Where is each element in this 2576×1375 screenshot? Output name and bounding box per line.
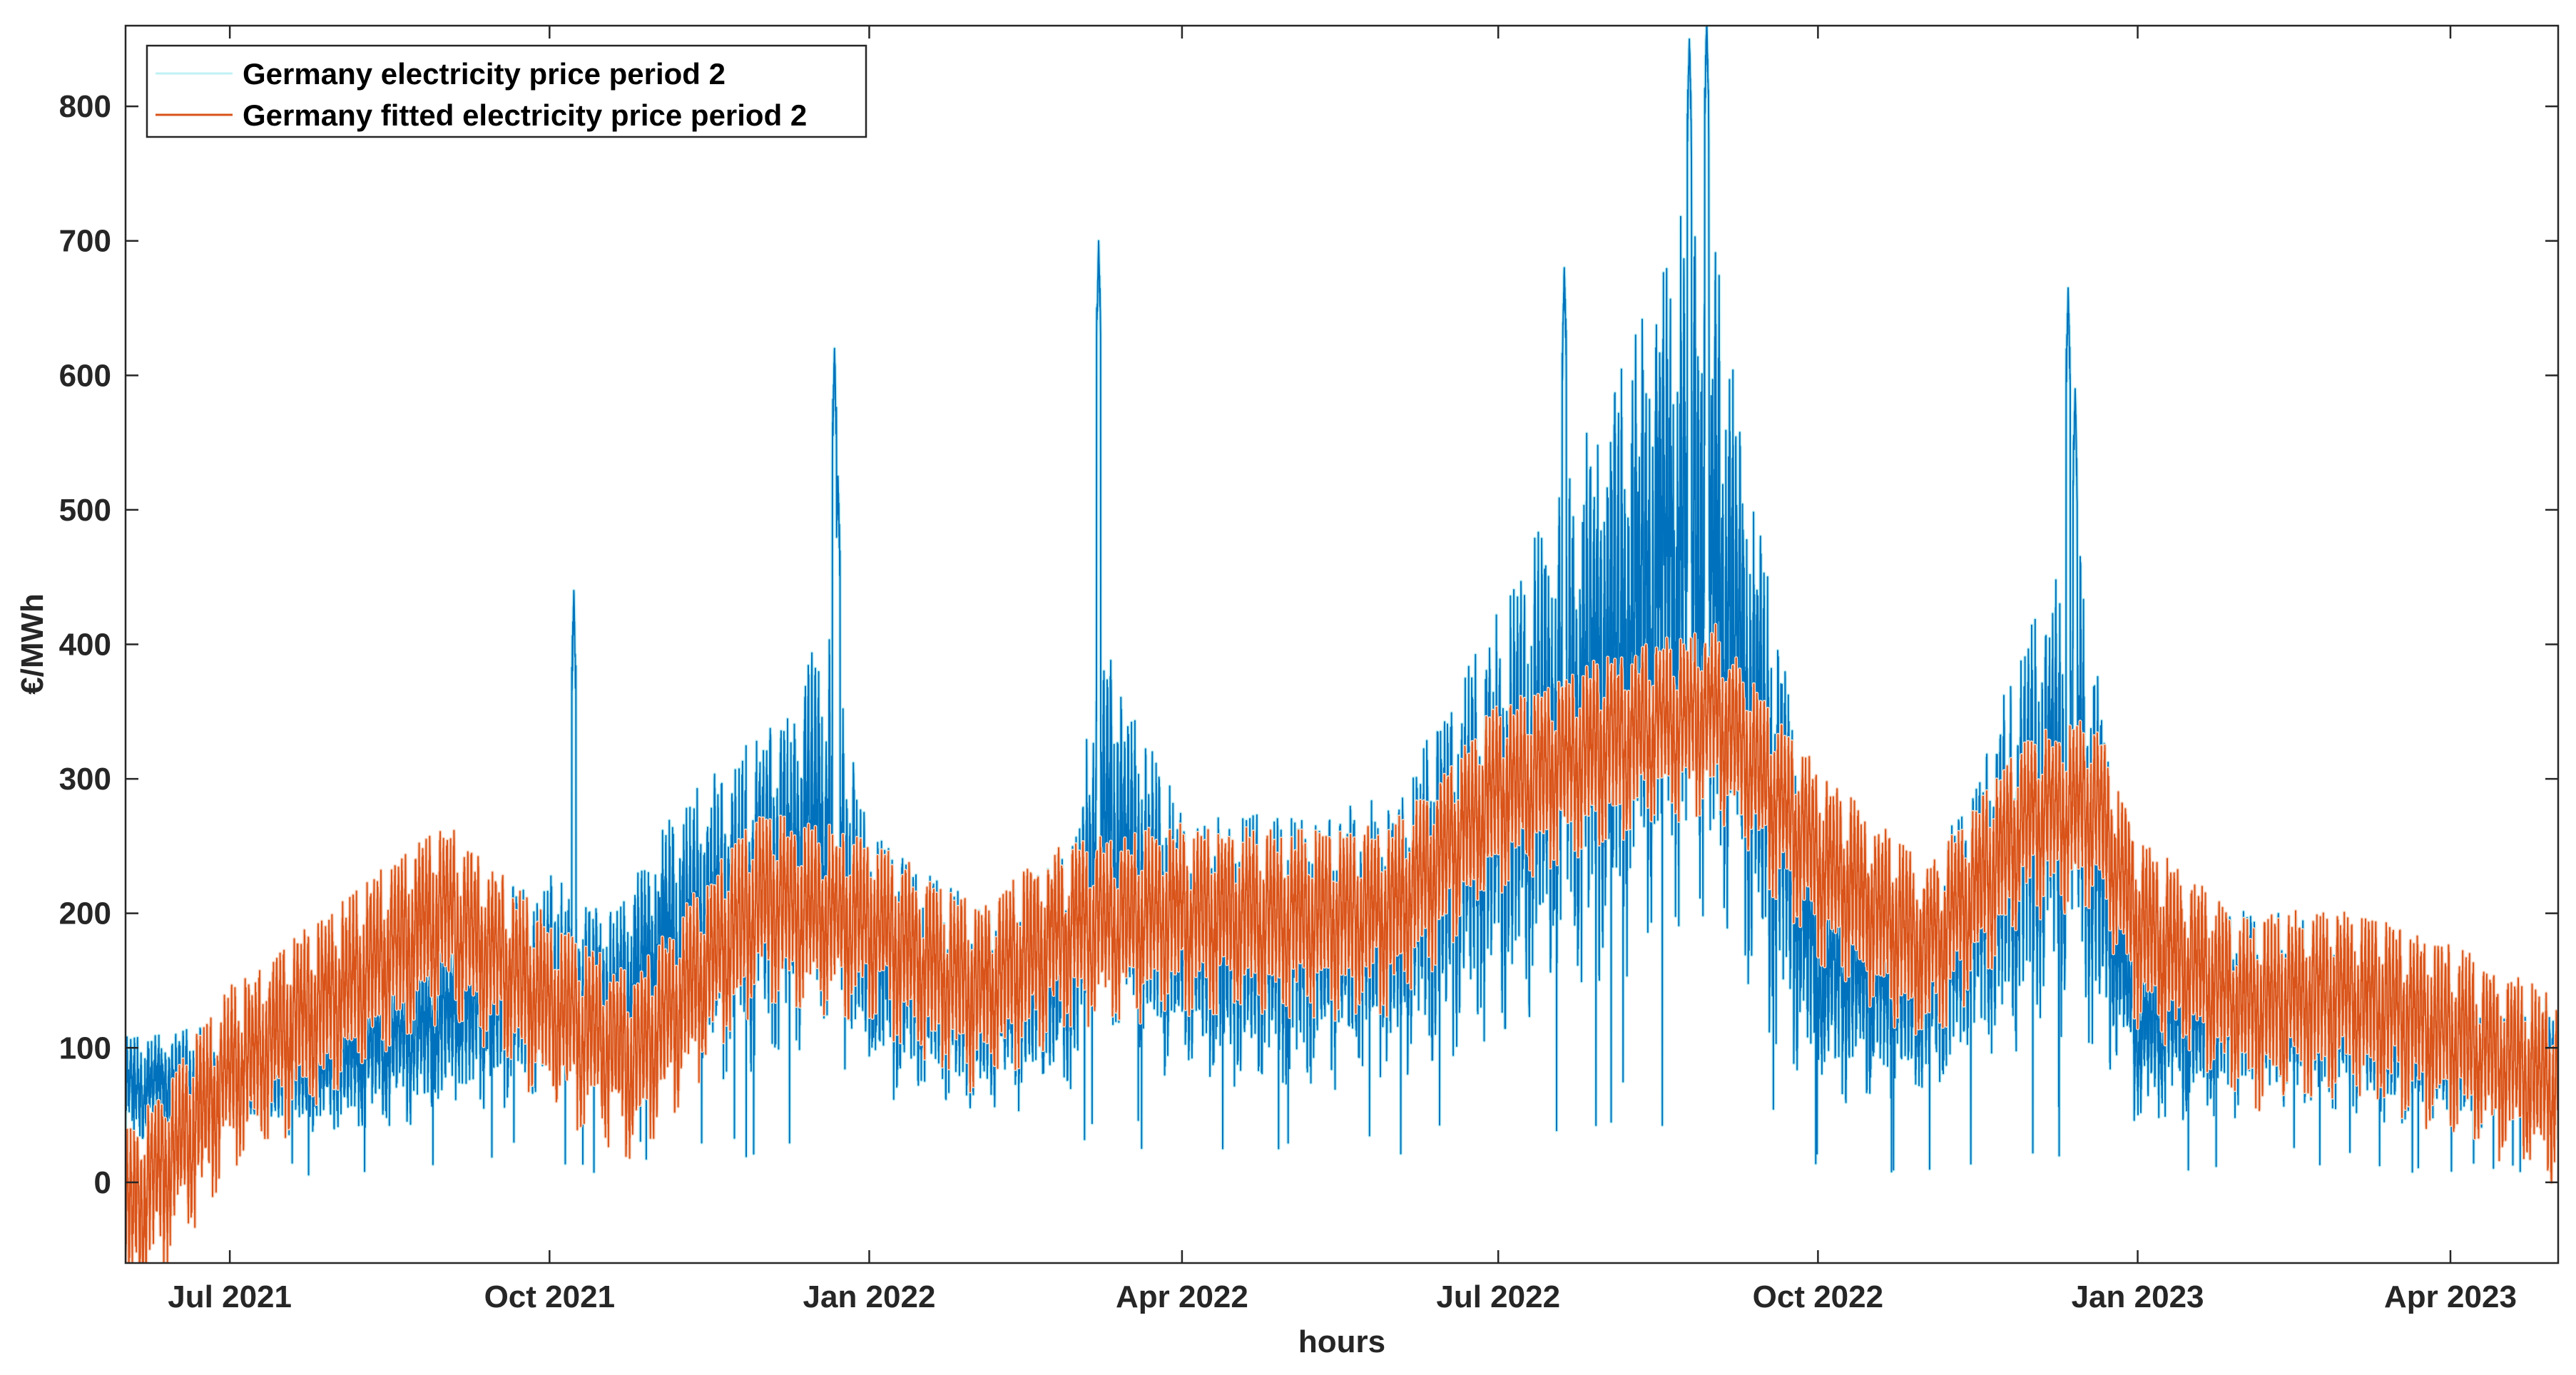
x-tick-label: Jan 2022: [803, 1279, 936, 1314]
legend-box: [146, 44, 867, 138]
legend-label-actual-price: Germany electricity price period 2: [243, 57, 726, 91]
x-tick-label: Jul 2022: [1436, 1279, 1560, 1314]
y-tick-label: 300: [59, 762, 111, 797]
y-tick-label: 500: [59, 493, 111, 528]
axis-ticks: 0 100 200 300 400 500 600 700 800 Jul 2021 Oct 202…: [59, 26, 2558, 1314]
x-tick-label: Apr 2022: [1116, 1279, 1248, 1314]
y-tick-label: 700: [59, 224, 111, 259]
y-tick-label: 0: [94, 1165, 111, 1200]
series-layer: [126, 26, 2558, 1263]
y-tick-label: 200: [59, 896, 111, 931]
y-tick-label: 100: [59, 1031, 111, 1065]
series-line-fitted-price: [126, 623, 2558, 1263]
x-tick-label: Apr 2023: [2384, 1279, 2517, 1314]
x-tick-label: Jul 2021: [168, 1279, 292, 1314]
x-tick-label: Oct 2022: [1753, 1279, 1883, 1314]
x-tick-label: Oct 2021: [484, 1279, 615, 1314]
legend-label-fitted-price: Germany fitted electricity price period …: [243, 98, 807, 132]
x-axis-title: hours: [1298, 1324, 1385, 1359]
y-tick-label: 600: [59, 358, 111, 393]
x-tick-label: Jan 2023: [2072, 1279, 2204, 1314]
y-tick-label: 400: [59, 628, 111, 663]
y-axis-title: €/MWh: [15, 593, 50, 695]
legend: Germany electricity price period 2 Germa…: [146, 44, 867, 138]
y-tick-label: 800: [59, 89, 111, 124]
